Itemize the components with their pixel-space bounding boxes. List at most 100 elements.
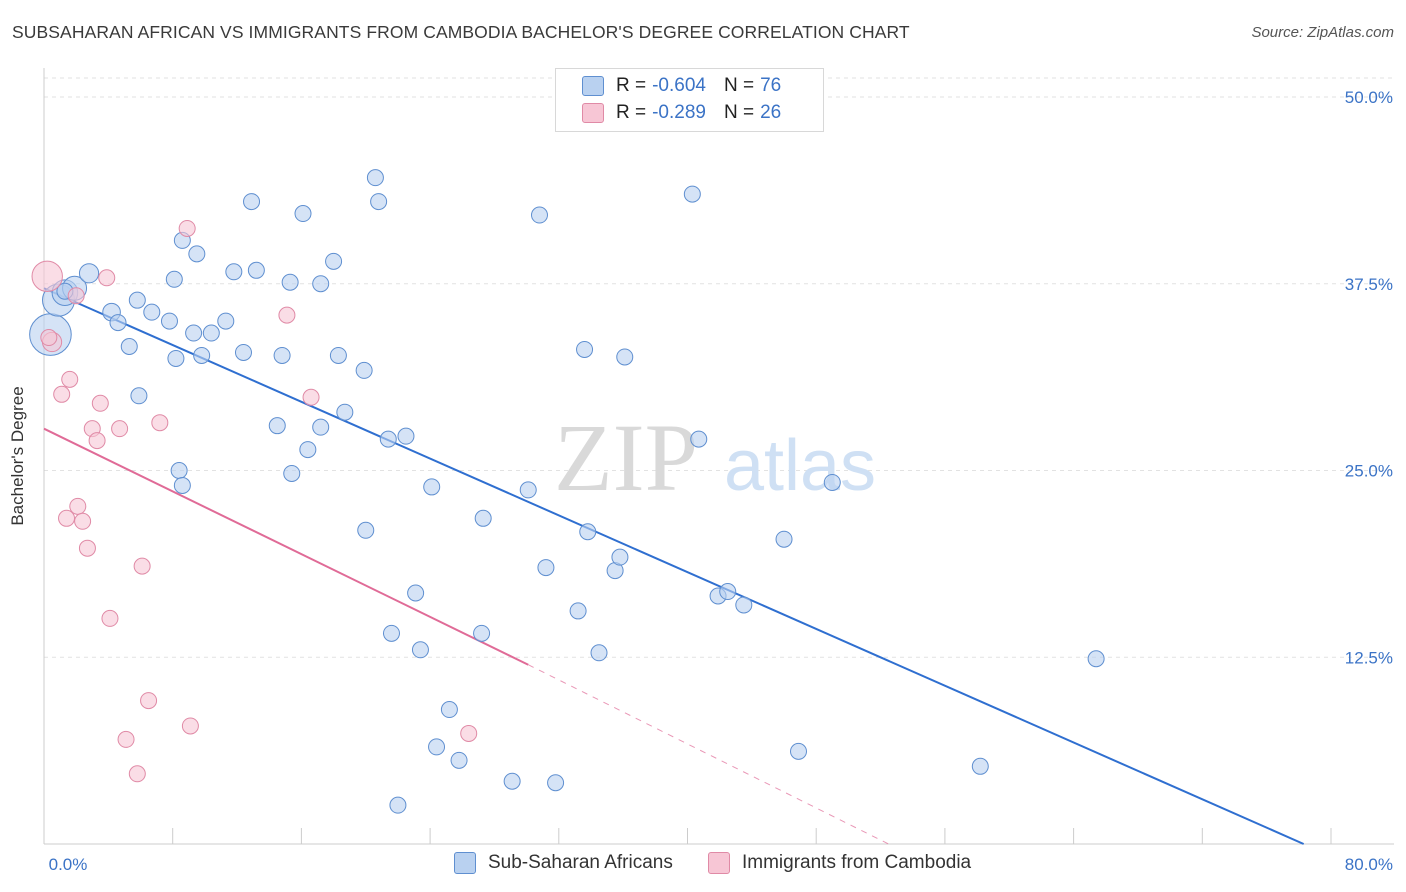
data-point-blue [366,169,384,187]
gridlines [44,77,1394,658]
series-label-subsaharan: Sub-Saharan Africans [488,852,673,873]
data-point-pink [78,539,96,557]
data-point-blue [78,263,100,284]
data-point-blue [128,291,146,309]
data-point-blue [503,772,521,790]
data-point-pink [91,394,109,412]
legend-n-value: 26 [760,102,782,123]
data-point-blue [165,270,183,288]
legend-swatch-blue [582,76,604,96]
data-point-blue [370,193,388,211]
y-tick-label: 50.0% [1345,88,1393,107]
tick-labels: 12.5% 25.0% 37.5% 50.0% 0.0% 80.0% [49,88,1393,874]
data-point-pink [67,287,85,305]
data-point-pink [151,414,169,432]
data-point-pink [140,692,158,710]
axes [43,68,1394,845]
data-point-blue [569,602,587,620]
data-point-blue [519,481,537,499]
data-point-blue [683,185,701,203]
data-point-blue [616,348,634,366]
y-tick-label: 25.0% [1345,462,1393,481]
data-point-blue [217,312,235,330]
data-point-blue [160,312,178,330]
data-point-blue [188,245,206,263]
data-point-blue [243,193,261,211]
data-point-blue [823,473,841,491]
data-point-blue [202,324,220,342]
watermark-zip: ZIP [554,404,698,511]
data-point-pink [58,509,76,527]
series-legend-item-subsaharan[interactable]: Sub-Saharan Africans [454,852,673,874]
data-point-blue [735,596,753,614]
data-point-blue [355,361,373,379]
data-point-blue [273,346,291,364]
x-tick-label: 0.0% [49,855,88,874]
data-point-blue [170,462,188,479]
data-point-blue [173,476,191,494]
watermark-atlas: atlas [724,426,876,506]
data-point-pink [302,388,320,406]
data-point-blue [234,343,252,361]
data-point-blue [379,430,397,448]
trend-line-pink [43,427,529,666]
data-point-blue [294,205,312,223]
data-point-blue [775,530,793,548]
chart-title: SUBSAHARAN AFRICAN VS IMMIGRANTS FROM CA… [12,22,910,42]
data-point-blue [299,441,317,459]
data-point-blue [225,263,243,281]
correlation-legend: R = -0.604 N = 76 R = -0.289 N = 26 [555,68,824,132]
data-point-blue [283,464,301,482]
trend-line-pink-extension [528,664,889,845]
legend-r-label: R = [616,75,647,96]
data-point-blue [397,427,415,445]
legend-r-label: R = [616,102,647,123]
data-point-blue [336,403,354,421]
data-point-blue [411,641,429,659]
data-point-blue [268,417,286,435]
data-point-blue [423,478,441,496]
data-point-blue [312,275,330,293]
x-tick-label: 80.0% [1345,855,1393,874]
y-axis-label: Bachelor's Degree [8,386,27,526]
data-point-blue [329,346,347,364]
data-point-pink [69,497,87,515]
data-point-pink [88,432,106,450]
data-point-pink [98,269,116,287]
legend-row-blue: R = -0.604 N = 76 [556,73,781,99]
legend-n-value: 76 [760,75,782,96]
data-point-blue [130,387,148,405]
data-point-blue [382,624,400,642]
series-label-cambodia: Immigrants from Cambodia [742,852,972,873]
data-point-blue [120,337,138,355]
data-point-blue [590,644,608,662]
data-point-pink [117,730,135,748]
data-point-blue [547,774,565,792]
series-swatch-pink [708,852,730,874]
data-point-pink [133,557,151,575]
data-point-blue [193,346,211,364]
series-legend: Sub-Saharan Africans Immigrants from Cam… [0,852,1406,878]
data-point-pink [31,260,63,292]
data-point-blue [611,548,629,566]
data-point-blue [440,701,458,719]
data-point-blue [719,583,737,601]
data-point-blue [312,418,330,436]
data-point-pink [181,717,199,735]
legend-row-pink: R = -0.289 N = 26 [556,100,781,126]
data-point-blue [473,624,491,642]
series-swatch-blue [454,852,476,874]
data-point-blue [450,751,468,769]
trend-line-blue [43,287,1305,845]
data-points [29,169,1105,814]
data-point-blue [474,509,492,527]
series-legend-item-cambodia[interactable]: Immigrants from Cambodia [708,852,971,874]
data-point-blue [325,252,343,270]
data-point-blue [1087,650,1105,668]
data-point-blue [576,340,594,358]
data-point-blue [530,206,548,224]
data-point-pink [460,724,478,742]
data-point-blue [185,324,203,342]
watermark: ZIP atlas [554,404,876,511]
